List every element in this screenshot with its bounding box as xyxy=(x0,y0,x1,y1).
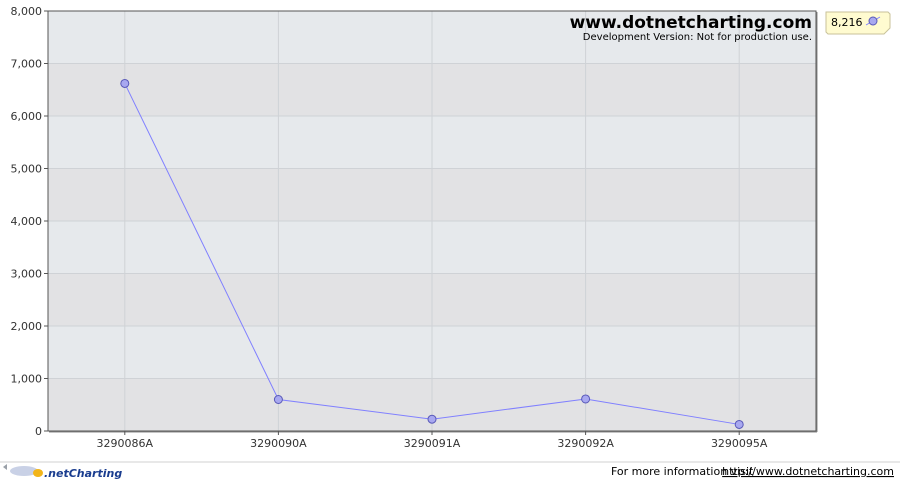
data-point xyxy=(734,419,744,429)
watermark-title: www.dotnetcharting.com xyxy=(570,13,812,33)
series-layer xyxy=(120,78,744,429)
footer-link[interactable]: http://www.dotnetcharting.com xyxy=(722,465,894,478)
x-axis: 3290086A 3290090A 3290091A 3290092A 3290095A xyxy=(97,431,768,450)
x-tick-label: 3290095A xyxy=(711,437,768,450)
legend-marker-swatch xyxy=(868,16,878,26)
y-tick-label: 1,000 xyxy=(11,373,43,386)
y-tick-label: 3,000 xyxy=(11,268,43,281)
footer-arrow-icon xyxy=(3,464,7,470)
logo-sun-icon xyxy=(33,469,43,477)
data-point xyxy=(427,414,437,424)
y-tick-label: 2,000 xyxy=(11,320,43,333)
data-point xyxy=(581,394,591,404)
legend-value: 8,216 xyxy=(831,16,863,29)
footer-logo-text: .netCharting xyxy=(44,467,122,480)
y-tick-label: 6,000 xyxy=(11,110,43,123)
data-point xyxy=(273,395,283,404)
legend: 8,216 xyxy=(825,11,891,35)
x-tick-label: 3290091A xyxy=(404,437,461,450)
watermark-subtitle: Development Version: Not for production … xyxy=(583,32,812,43)
y-tick-label: 4,000 xyxy=(11,215,43,228)
y-tick-label: 8,000 xyxy=(11,5,43,18)
footer-info-text: For more information visit xyxy=(611,465,754,478)
x-tick-label: 3290086A xyxy=(97,437,154,450)
x-tick-label: 3290092A xyxy=(557,437,614,450)
logo-swoosh-icon xyxy=(10,466,38,476)
y-tick-label: 0 xyxy=(35,425,42,438)
y-tick-label: 5,000 xyxy=(11,163,43,176)
data-point xyxy=(120,78,130,88)
footer: .netCharting For more information visit … xyxy=(0,461,900,480)
y-axis: 0 1,000 2,000 3,000 4,000 5,000 6,000 7,000 8,00… xyxy=(11,5,48,438)
x-tick-label: 3290090A xyxy=(250,437,307,450)
y-tick-label: 7,000 xyxy=(11,58,43,71)
